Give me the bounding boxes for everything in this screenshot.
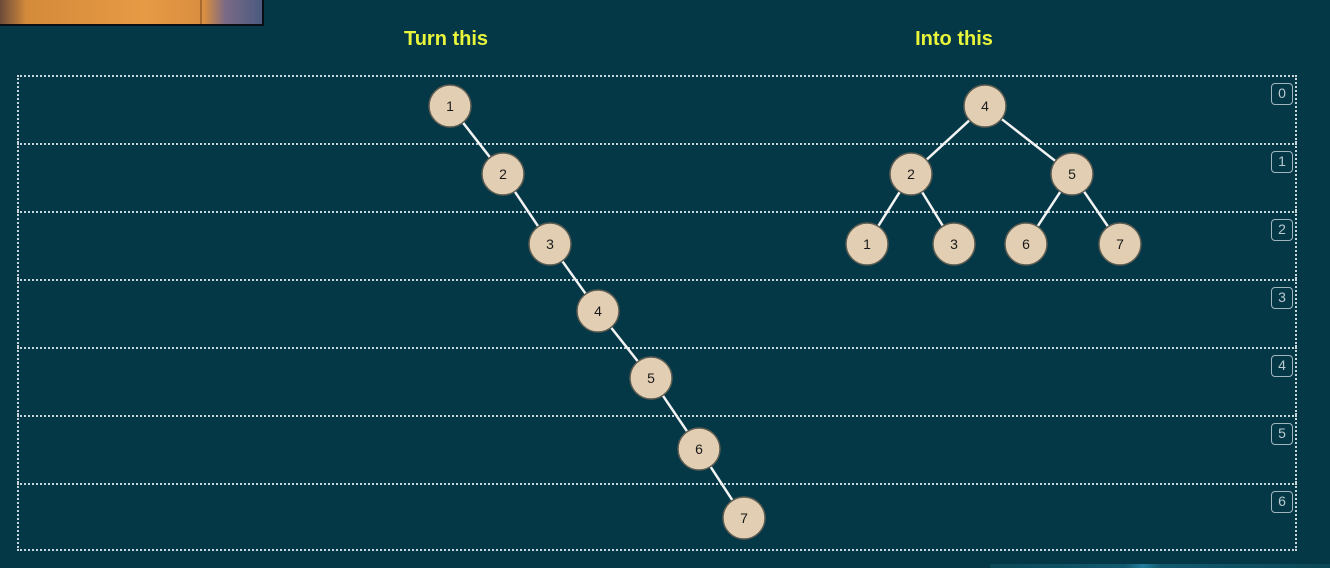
right-tree-title: Into this	[915, 28, 993, 50]
left-tree-node-3: 3	[528, 222, 572, 266]
left-tree-title: Turn this	[403, 28, 489, 50]
level-badge-1: 1	[1271, 151, 1293, 173]
right-tree-node-5: 5	[1050, 152, 1094, 196]
left-tree-node-circle	[528, 222, 572, 266]
left-tree-node-circle	[629, 356, 673, 400]
right-tree-node-3: 3	[932, 222, 976, 266]
left-tree-node-2: 2	[481, 152, 525, 196]
right-tree-node-7: 7	[1098, 222, 1142, 266]
left-tree-node-6: 6	[677, 427, 721, 471]
level-band-3: 3	[17, 279, 1297, 347]
level-band-6: 6	[17, 483, 1297, 551]
left-tree-node-4: 4	[576, 289, 620, 333]
level-band-1: 1	[17, 143, 1297, 211]
right-tree-node-2: 2	[889, 152, 933, 196]
level-badge-3: 3	[1271, 287, 1293, 309]
level-band-0: 0	[17, 75, 1297, 143]
right-tree-node-label: 6	[1022, 236, 1030, 252]
left-tree-edge-L5-L6	[661, 394, 689, 433]
right-tree-node-circle	[1050, 152, 1094, 196]
right-tree-node-circle	[845, 222, 889, 266]
right-tree-node-6: 6	[1004, 222, 1048, 266]
right-tree-node-circle	[889, 152, 933, 196]
left-tree-node-circle	[428, 84, 472, 128]
right-tree-node-label: 3	[950, 236, 958, 252]
right-tree-node-label: 4	[981, 98, 989, 114]
right-tree-node-label: 1	[863, 236, 871, 252]
level-badge-4: 4	[1271, 355, 1293, 377]
tree-edges	[461, 117, 1110, 502]
right-tree-node-label: 7	[1116, 236, 1124, 252]
right-tree-node-1: 1	[845, 222, 889, 266]
left-tree-edge-L1-L2	[461, 121, 492, 159]
left-tree-node-circle	[722, 496, 766, 540]
left-tree-node-circle	[576, 289, 620, 333]
left-tree-node-label: 4	[594, 303, 602, 319]
tree-nodes: 1 2 3 4 5 6 7 4 2 5 1 3 6 7	[428, 84, 1142, 540]
right-tree-node-circle	[1004, 222, 1048, 266]
left-tree-node-label: 2	[499, 166, 507, 182]
left-tree-node-5: 5	[629, 356, 673, 400]
level-badge-0: 0	[1271, 83, 1293, 105]
left-tree-node-circle	[677, 427, 721, 471]
right-tree-edge-R4-R5	[1000, 117, 1057, 163]
left-tree-node-label: 6	[695, 441, 703, 457]
level-badge-5: 5	[1271, 423, 1293, 445]
left-tree-edge-L2-L3	[513, 190, 540, 228]
left-tree-edge-L3-L4	[561, 260, 587, 295]
left-tree-node-label: 7	[740, 510, 748, 526]
level-band-4: 4	[17, 347, 1297, 415]
right-tree-node-circle	[932, 222, 976, 266]
right-tree-edge-R2-R1	[877, 191, 901, 227]
right-tree-node-4: 4	[963, 84, 1007, 128]
right-tree-node-label: 2	[907, 166, 915, 182]
presenter-webcam-overlay	[0, 0, 264, 26]
level-badge-6: 6	[1271, 491, 1293, 513]
right-tree-node-circle	[963, 84, 1007, 128]
level-band-5: 5	[17, 415, 1297, 483]
level-badge-2: 2	[1271, 219, 1293, 241]
left-tree-node-label: 1	[446, 98, 454, 114]
left-tree-node-label: 5	[647, 370, 655, 386]
left-tree-node-label: 3	[546, 236, 554, 252]
right-tree-node-circle	[1098, 222, 1142, 266]
footer-strip	[990, 564, 1330, 568]
left-tree-edge-L6-L7	[709, 465, 734, 502]
right-tree-edge-R5-R6	[1036, 190, 1062, 228]
left-tree-node-circle	[481, 152, 525, 196]
right-tree-edge-R4-R2	[925, 119, 971, 161]
right-tree-edge-R5-R7	[1082, 190, 1110, 228]
left-tree-node-7: 7	[722, 496, 766, 540]
left-tree-node-1: 1	[428, 84, 472, 128]
right-tree-edge-R2-R3	[920, 191, 945, 227]
right-tree-node-label: 5	[1068, 166, 1076, 182]
level-band-2: 2	[17, 211, 1297, 279]
left-tree-edge-L4-L5	[610, 326, 639, 363]
